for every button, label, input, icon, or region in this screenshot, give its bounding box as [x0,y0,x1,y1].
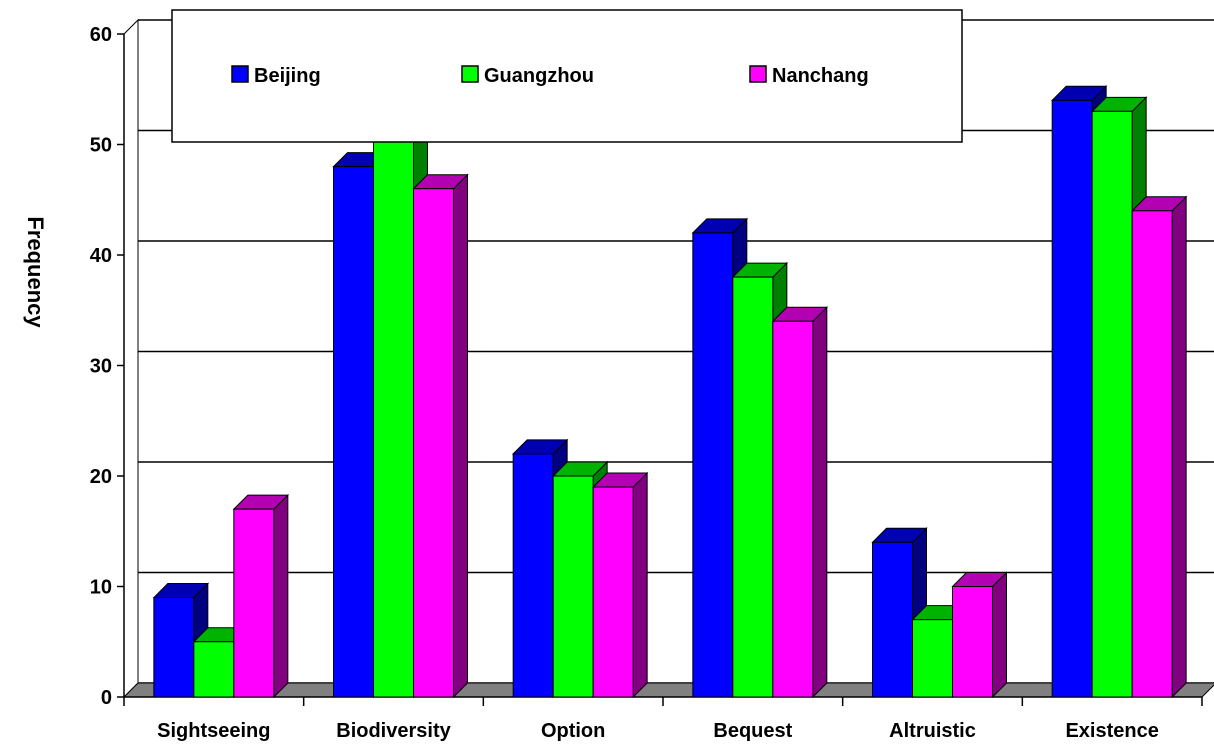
left-wall [123,18,139,699]
x-tick-label: Bequest [713,720,792,742]
legend-entry: Beijing [231,65,321,87]
bar [871,527,928,699]
x-tick-label: Option [541,720,605,742]
bar [232,493,290,699]
legend-entry: Nanchang [749,65,869,87]
y-axis-title: Frequency [23,216,48,328]
bar-front [732,276,774,698]
bar [412,173,469,699]
legend-swatch [749,65,767,83]
bar-front [233,508,275,698]
legend-label: Beijing [254,65,321,87]
x-tick-label: Altruistic [889,720,976,742]
x-tick-label: Sightseeing [157,720,270,742]
legend-swatch [231,65,249,83]
legend-swatch [461,65,479,83]
bar-front [512,453,554,698]
bar-front [692,232,734,698]
bar-side [453,173,468,699]
bar [771,306,829,699]
y-tick-label: 10 [90,577,112,599]
y-tick-label: 50 [90,135,112,157]
x-tick-label: Existence [1065,720,1158,742]
bar-side [632,471,648,699]
bar-front [193,641,235,698]
legend: Beijing Guangzhou Nanchang [171,9,963,143]
floor-plane [122,682,1214,698]
legend-entry: Guangzhou [461,65,594,87]
chart-floor [122,682,1214,698]
y-tick-label: 60 [90,24,112,46]
bar-front [592,486,634,698]
bar-side [273,493,289,699]
y-tick-label: 0 [101,687,112,709]
bar-front [552,475,594,698]
bar-front [1051,99,1093,698]
bar-front [1091,110,1133,698]
bar [591,471,649,699]
legend-label: Nanchang [772,65,869,87]
bar-front [1131,210,1173,698]
bar-front [153,597,195,698]
bars [152,85,1188,699]
y-tick-label: 30 [90,356,112,378]
legend-box [171,9,963,143]
bar [951,571,1008,699]
bar-side [992,571,1007,699]
axes: 0 10 20 30 40 50 60 Sightseeing Biodiversity Opti… [90,24,1203,742]
bar-front [912,619,953,698]
bar-front [413,188,454,698]
bar-front [772,320,814,698]
bar-front [872,541,913,698]
x-tick-label: Biodiversity [336,720,451,742]
bar-front [373,132,414,698]
y-tick-label: 20 [90,466,112,488]
bar [1130,195,1188,699]
bar-side [812,306,828,699]
bar-side [1171,195,1187,699]
bar-front [952,586,993,698]
y-tick-label: 40 [90,245,112,267]
bar-front [333,166,374,698]
legend-label: Guangzhou [484,65,594,87]
